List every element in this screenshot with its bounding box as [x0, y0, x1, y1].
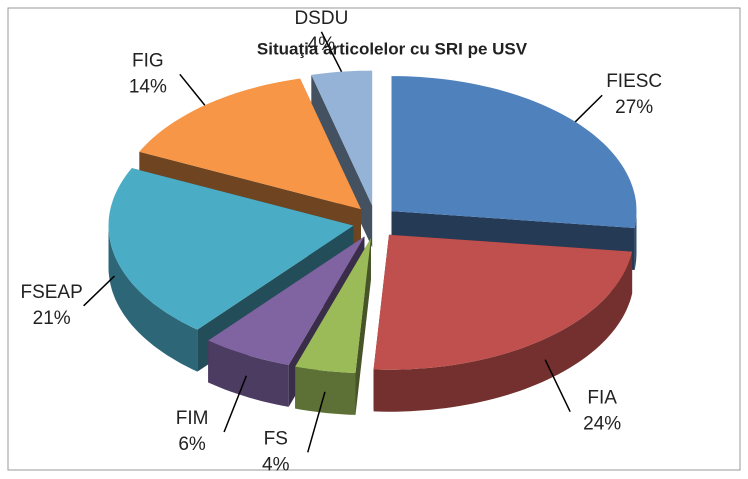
slice-side: [634, 211, 637, 270]
slice-side: [108, 225, 198, 372]
slice-label: FS: [264, 428, 288, 449]
leader-line: [307, 391, 326, 453]
slice-label: FIG: [132, 50, 164, 71]
leader-line: [83, 275, 115, 307]
leader-line: [574, 94, 603, 123]
slice-value-label: 21%: [33, 308, 71, 329]
slice-top: [139, 78, 361, 210]
leader-line: [544, 359, 571, 413]
slice-label: FIM: [176, 408, 209, 429]
slice-label: FSEAP: [20, 282, 82, 303]
slice-top: [208, 236, 365, 365]
slice: [295, 238, 371, 415]
chart-title: Situaţia articolelor cu SRI pe USV: [257, 39, 528, 58]
slice-label: DSDU: [294, 8, 348, 29]
leader-line: [320, 31, 343, 73]
slice-top: [311, 70, 373, 206]
slice-value-label: 14%: [129, 76, 167, 97]
slice-value-label: 4%: [308, 34, 336, 55]
slice-value-label: 4%: [262, 454, 290, 475]
slice-label: FIESC: [606, 71, 662, 92]
slice-side: [373, 251, 633, 412]
slice-side: [208, 340, 289, 407]
slice-side: [295, 366, 356, 415]
slice-top: [391, 76, 637, 228]
slice-top: [295, 238, 371, 373]
slice-top: [108, 168, 354, 330]
leader-line: [179, 73, 206, 106]
slice-value-label: 27%: [615, 97, 653, 118]
leader-line: [223, 375, 248, 433]
slice-value-label: 24%: [583, 414, 621, 435]
slice-value-label: 6%: [178, 434, 206, 455]
slice-label: FIA: [587, 388, 617, 409]
slice: [373, 234, 633, 412]
slice-top: [373, 234, 633, 370]
